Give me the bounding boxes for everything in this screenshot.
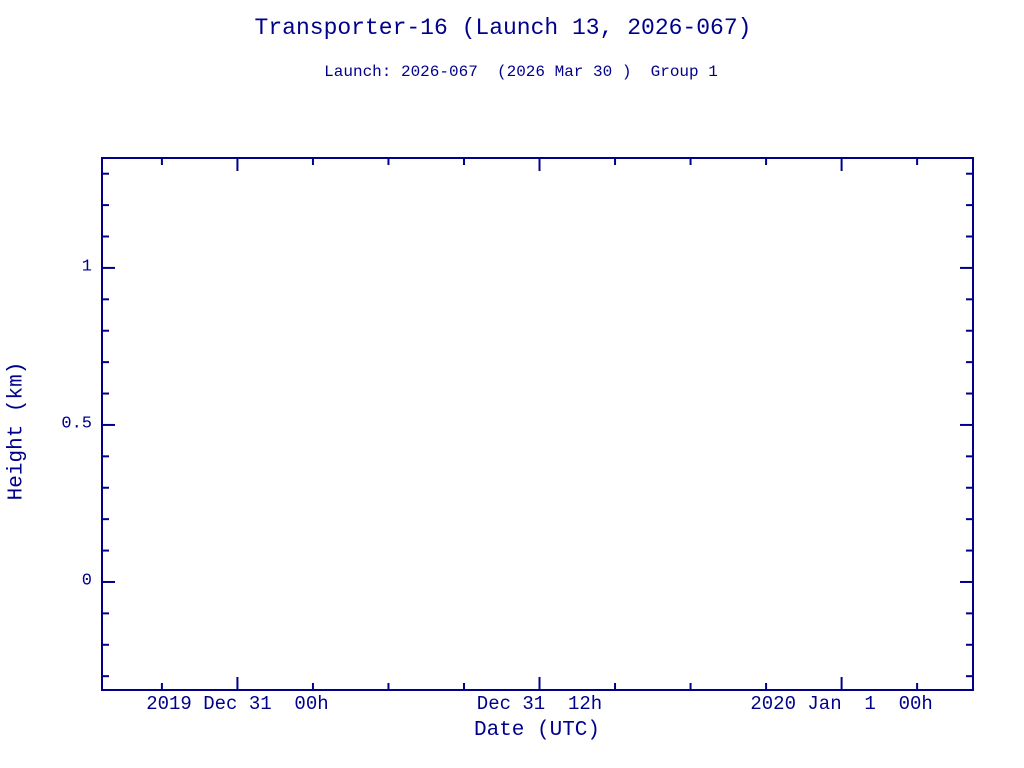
x-axis-label: Date (UTC) (473, 719, 601, 742)
chart-subtitle: Launch: 2026-067 (2026 Mar 30 ) Group 1 (324, 63, 718, 81)
y-tick-label: 0.5 (61, 414, 92, 434)
plot-frame (101, 157, 974, 691)
y-tick-label: 0 (81, 571, 92, 591)
chart-title: Transporter-16 (Launch 13, 2026-067) (254, 15, 752, 41)
y-tick-label: 1 (81, 257, 92, 277)
x-tick-label: Dec 31 12h (476, 693, 603, 715)
x-tick-label: 2020 Jan 1 00h (750, 693, 933, 715)
x-tick-label: 2019 Dec 31 00h (146, 693, 329, 715)
